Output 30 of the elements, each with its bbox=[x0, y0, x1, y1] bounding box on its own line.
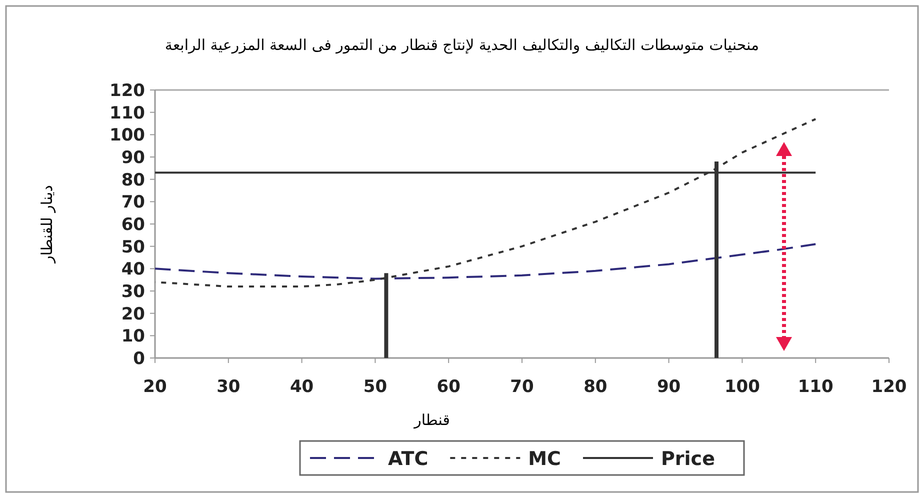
x-tick-label: 80 bbox=[584, 377, 608, 397]
y-tick-label: 120 bbox=[110, 81, 146, 101]
x-tick-label: 110 bbox=[798, 377, 834, 397]
y-tick-label: 100 bbox=[110, 126, 146, 146]
y-tick-label: 70 bbox=[121, 192, 146, 213]
y-tick-label: 80 bbox=[121, 170, 146, 190]
x-tick-label: 40 bbox=[290, 377, 314, 397]
legend-label: ATC bbox=[388, 448, 428, 470]
y-tick-label: 90 bbox=[121, 148, 146, 168]
y-tick-label: 60 bbox=[121, 215, 146, 235]
legend-label: MC bbox=[528, 448, 561, 470]
y-tick-label: 30 bbox=[121, 282, 146, 302]
x-tick-label: 60 bbox=[436, 377, 461, 397]
y-tick-label: 110 bbox=[110, 103, 146, 124]
x-tick-label: 30 bbox=[216, 377, 240, 397]
x-tick-label: 20 bbox=[143, 377, 167, 397]
legend-label: Price bbox=[661, 448, 715, 470]
y-tick-label: 20 bbox=[121, 304, 146, 324]
x-axis-title: قنطار bbox=[413, 411, 450, 429]
x-tick-label: 90 bbox=[656, 377, 681, 397]
y-tick-label: 40 bbox=[121, 260, 146, 280]
y-axis-title: دينار للقنطار bbox=[38, 185, 56, 264]
y-tick-label: 0 bbox=[133, 349, 146, 369]
x-tick-label: 120 bbox=[871, 377, 907, 397]
y-tick-label: 50 bbox=[121, 237, 146, 258]
y-tick-label: 10 bbox=[121, 326, 146, 347]
x-tick-label: 50 bbox=[363, 377, 388, 397]
x-tick-label: 100 bbox=[724, 377, 760, 397]
x-tick-label: 70 bbox=[510, 377, 534, 397]
chart-title: منحنيات متوسطات التكاليف والتكاليف الحدية لإنتاج قنطار من التمور فى السعة المزرعية الرابعة bbox=[164, 36, 760, 54]
